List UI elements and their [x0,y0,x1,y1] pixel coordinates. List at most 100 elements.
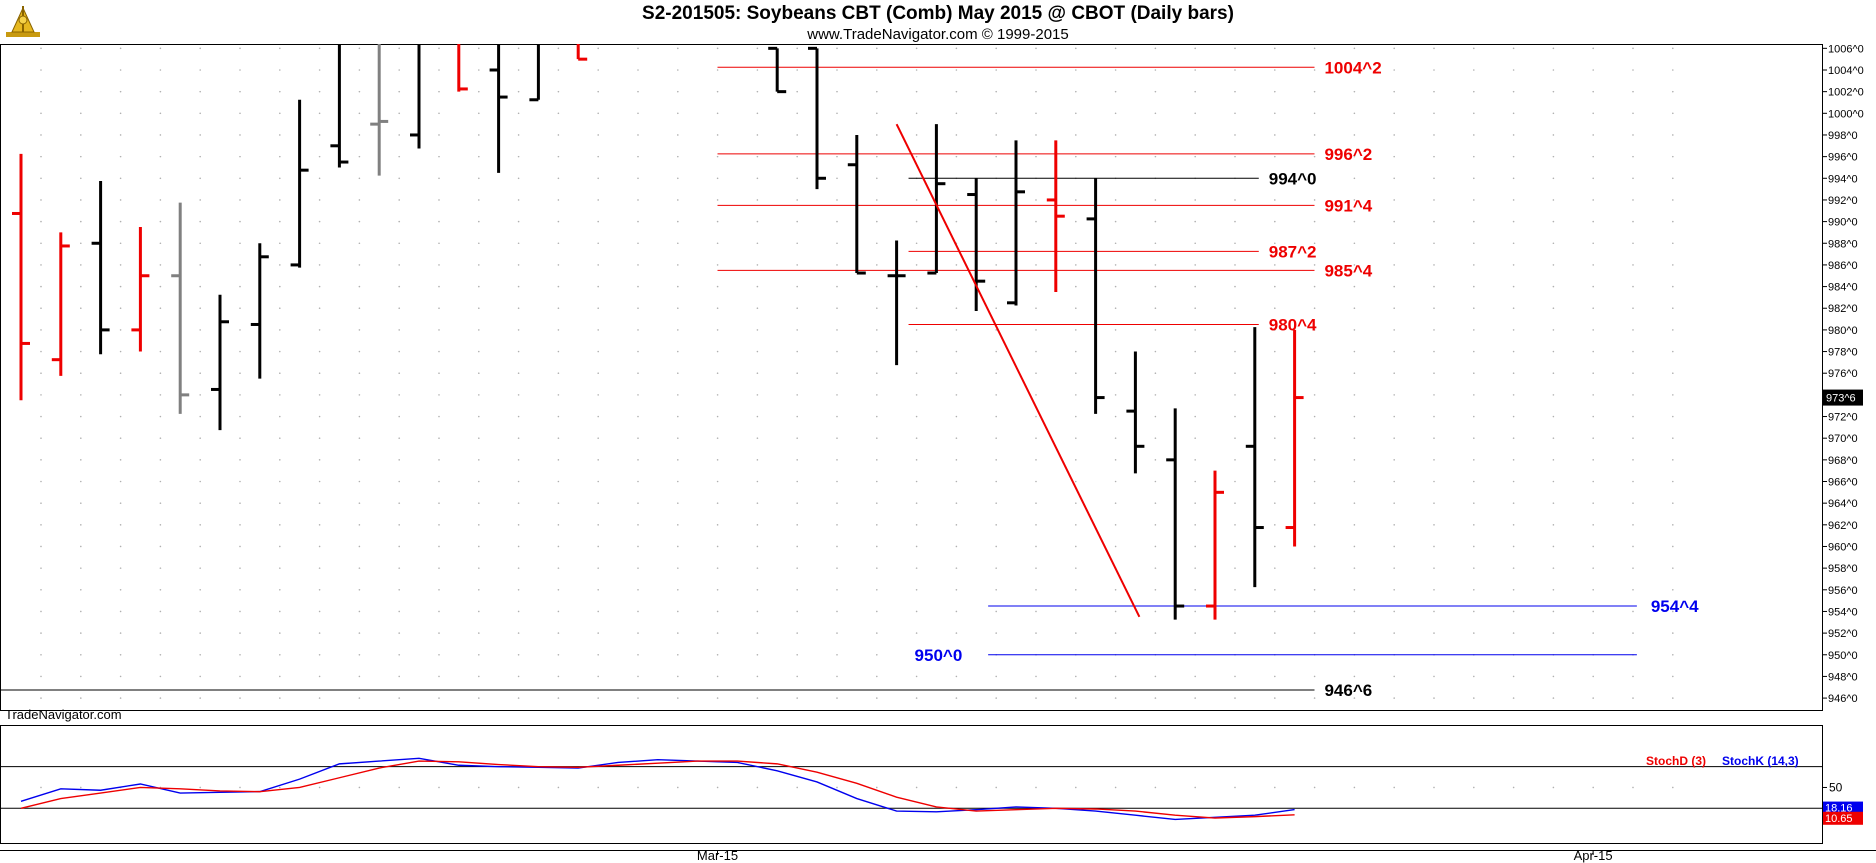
grid-dot [398,610,401,613]
grid-dot [1194,264,1196,266]
grid-dot [199,394,201,396]
grid-dot [1393,112,1395,115]
grid-dot [1393,415,1395,418]
grid-dot [1592,786,1594,789]
grid-dot [239,588,241,591]
grid-dot [1114,264,1117,266]
grid-dot [876,47,878,50]
grid-dot [80,786,82,789]
grid-dot [478,588,480,591]
grid-dot [398,524,401,526]
grid-dot [1035,632,1037,634]
grid-dot [637,437,639,439]
grid-dot [1035,307,1037,310]
grid-dot [1234,112,1236,115]
grid-dot [1672,372,1674,375]
grid-dot [876,90,878,93]
grid-dot [1035,242,1037,245]
grid-dot [398,90,401,93]
grid-dot [1154,675,1157,678]
grid-dot [1552,177,1555,180]
grid-dot [239,415,241,418]
grid-dot [239,697,241,699]
grid-dot [716,329,719,331]
grid-dot [1313,90,1316,93]
grid-dot [119,459,122,461]
grid-dot [836,610,838,613]
grid-dot [438,329,440,331]
grid-dot [398,47,401,50]
grid-dot [915,372,918,375]
grid-dot [318,155,321,158]
grid-dot [677,524,679,526]
grid-dot [1473,415,1475,418]
grid-dot [1552,524,1555,526]
grid-dot [1433,786,1435,789]
grid-dot [199,567,201,569]
grid-dot [478,394,480,396]
grid-dot [995,567,997,569]
grid-dot [597,567,599,569]
grid-dot [1552,199,1555,201]
grid-dot [279,69,281,71]
grid-dot [1274,264,1276,266]
grid-dot [398,786,401,789]
grid-dot [836,786,838,789]
grid-dot [557,653,560,656]
grid-dot [1552,242,1555,245]
grid-dot [836,372,838,375]
grid-dot [716,697,719,699]
grid-dot [597,524,599,526]
grid-dot [1035,69,1037,71]
grid-dot [1274,610,1276,613]
grid-dot [1592,112,1594,115]
grid-dot [159,610,162,613]
grid-dot [318,588,321,591]
grid-dot [557,350,560,353]
grid-dot [677,329,679,331]
grid-dot [1592,697,1594,699]
grid-dot [1194,545,1196,548]
grid-dot [1234,220,1236,223]
grid-dot [597,329,599,331]
grid-dot [1552,502,1555,504]
grid-dot [438,567,440,569]
grid-dot [517,697,520,699]
grid-dot [279,697,281,699]
grid-dot [1512,90,1515,93]
grid-dot [1512,307,1515,310]
grid-dot [1154,112,1157,115]
grid-dot [1234,502,1236,504]
grid-dot [1313,177,1316,180]
grid-dot [1194,437,1196,439]
grid-dot [1393,524,1395,526]
grid-dot [955,394,958,396]
grid-dot [876,199,878,201]
grid-dot [1632,307,1634,310]
grid-dot [876,588,878,591]
grid-dot [995,199,997,201]
grid-dot [756,394,759,396]
grid-dot [597,90,599,93]
grid-dot [1114,786,1117,789]
grid-dot [1353,177,1356,180]
grid-dot [478,502,480,504]
grid-dot [358,459,361,461]
grid-dot [358,220,361,223]
grid-dot [478,177,480,180]
grid-dot [796,155,798,158]
grid-dot [1473,350,1475,353]
grid-dot [796,112,798,115]
grid-dot [398,177,401,180]
grid-dot [1075,264,1077,266]
grid-dot [677,502,679,504]
grid-dot [1473,372,1475,375]
grid-dot [239,350,241,353]
grid-dot [1154,134,1157,136]
grid-dot [915,675,918,678]
grid-dot [1552,567,1555,569]
grid-dot [1353,524,1356,526]
grid-dot [1234,47,1236,50]
grid-dot [1114,415,1117,418]
grid-dot [1194,242,1196,245]
